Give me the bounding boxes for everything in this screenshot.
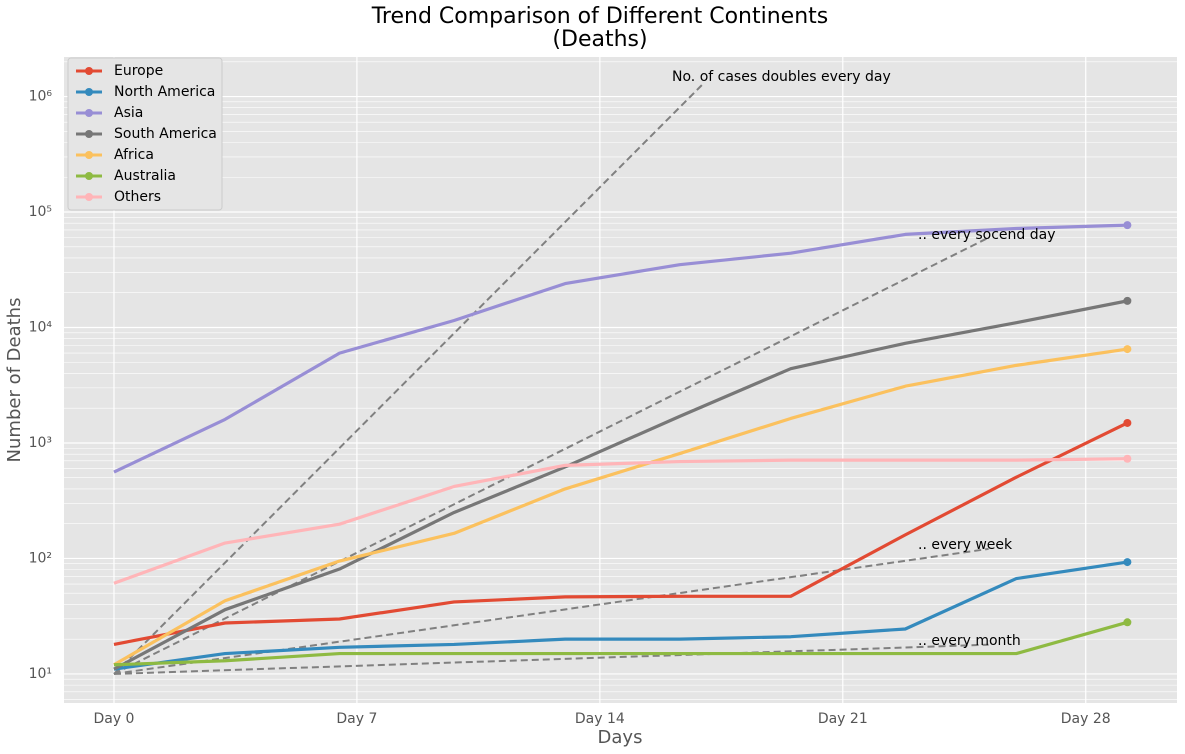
x-tick-label: Day 0	[93, 711, 134, 727]
end-marker	[1123, 345, 1132, 354]
legend: Europe North America Asia South America Afri…	[67, 57, 223, 211]
x-tick-label: Day 14	[575, 711, 625, 727]
series-line	[113, 347, 1128, 667]
annotation: .. every month	[918, 633, 1021, 649]
y-tick-label: 10²	[29, 550, 52, 566]
end-marker	[1123, 558, 1132, 567]
reference-line	[113, 236, 989, 675]
chart-title: (Deaths)	[552, 27, 647, 52]
annotation: .. every socend day	[918, 227, 1055, 243]
legend-label: Others	[114, 189, 161, 205]
legend-label: Europe	[114, 63, 163, 79]
y-tick-label: 10¹	[29, 666, 52, 682]
legend-marker	[85, 172, 93, 180]
end-marker	[1123, 296, 1132, 305]
chart-title: Trend Comparison of Different Continents	[371, 4, 829, 29]
series-line	[113, 299, 1128, 671]
x-tick-label: Day 21	[818, 711, 868, 727]
legend-label: Africa	[114, 147, 154, 163]
series-line	[113, 457, 1128, 585]
end-marker	[1123, 618, 1132, 627]
x-tick-label: Day 28	[1061, 711, 1111, 727]
legend-marker	[85, 88, 93, 96]
legend-marker	[85, 151, 93, 159]
legend-marker	[85, 193, 93, 201]
y-axis-label: Number of Deaths	[4, 298, 25, 463]
y-tick-label: 10⁴	[29, 319, 53, 335]
y-tick-label: 10⁵	[29, 204, 52, 220]
legend-marker	[85, 109, 93, 117]
legend-label: North America	[114, 84, 215, 100]
legend-marker	[85, 67, 93, 75]
y-tick-label: 10³	[29, 435, 52, 451]
series-line	[113, 560, 1128, 671]
end-marker	[1123, 454, 1132, 463]
reference-line	[113, 643, 989, 675]
x-axis-label: Days	[598, 727, 643, 748]
x-tick-label: Day 7	[336, 711, 377, 727]
y-tick-label: 10⁶	[29, 89, 53, 105]
legend-label: Australia	[114, 168, 176, 184]
reference-line	[113, 82, 705, 675]
legend-label: Asia	[114, 105, 143, 121]
end-marker	[1123, 221, 1132, 230]
annotation: No. of cases doubles every day	[672, 69, 891, 85]
series-line	[113, 620, 1128, 667]
annotation: .. every week	[918, 537, 1013, 553]
legend-box	[67, 57, 223, 211]
legend-label: South America	[114, 126, 217, 142]
legend-marker	[85, 130, 93, 138]
end-marker	[1123, 418, 1132, 427]
series-line	[113, 223, 1128, 474]
series-line	[113, 421, 1129, 647]
lines	[113, 82, 1132, 675]
